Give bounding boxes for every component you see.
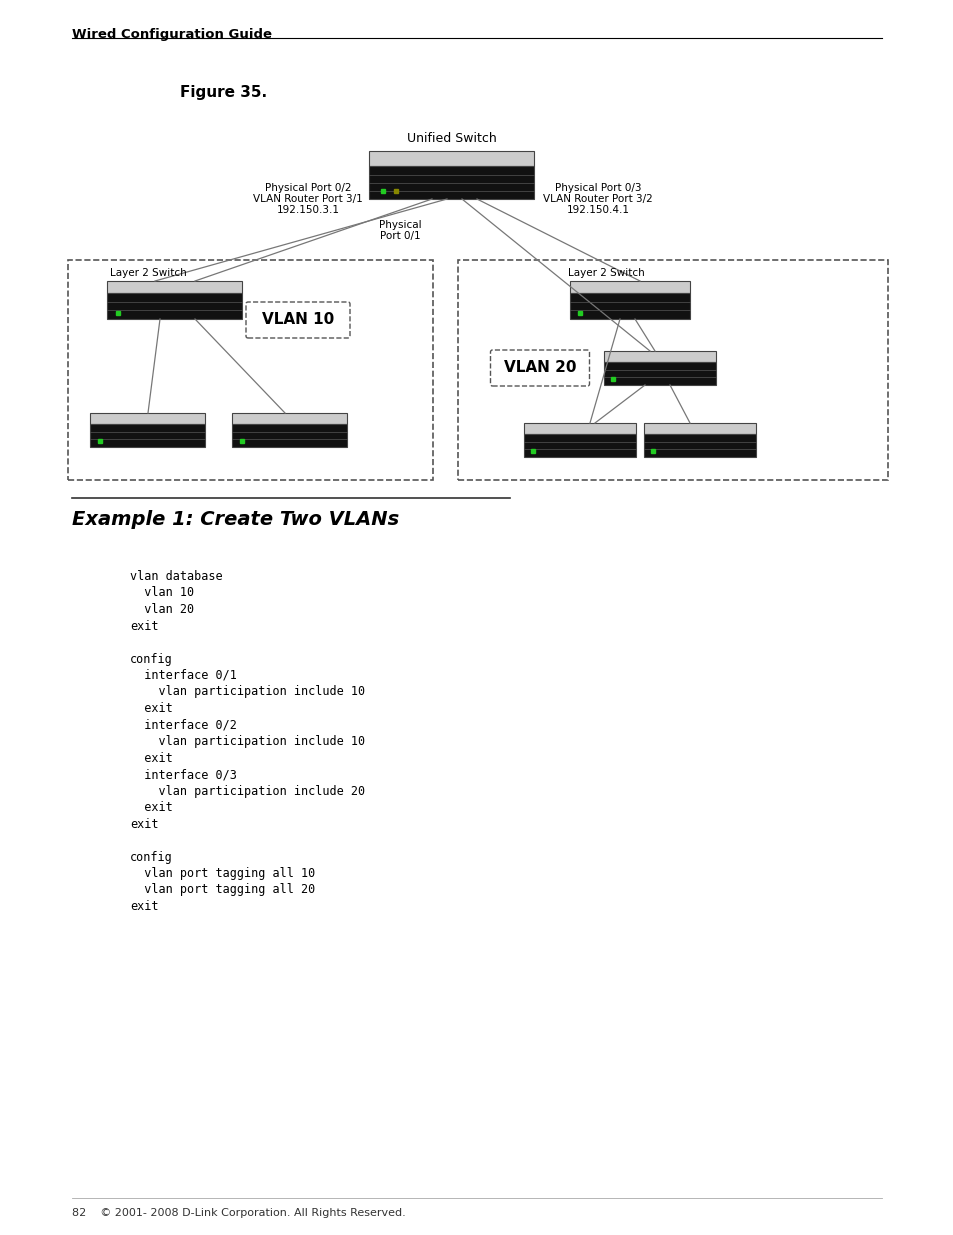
- Text: vlan participation include 10: vlan participation include 10: [130, 685, 365, 699]
- Text: Layer 2 Switch: Layer 2 Switch: [567, 268, 644, 278]
- Text: exit: exit: [130, 802, 172, 814]
- Text: Physical Port 0/3: Physical Port 0/3: [554, 183, 640, 193]
- FancyBboxPatch shape: [246, 303, 350, 338]
- Bar: [603, 351, 716, 362]
- Bar: [643, 433, 755, 457]
- Bar: [569, 293, 689, 319]
- Text: vlan participation include 10: vlan participation include 10: [130, 735, 365, 748]
- Bar: [569, 282, 689, 293]
- Bar: [523, 424, 636, 433]
- Bar: [643, 424, 755, 433]
- Text: exit: exit: [130, 818, 158, 830]
- Bar: [369, 151, 534, 167]
- Text: VLAN 20: VLAN 20: [503, 361, 576, 375]
- Text: Figure 35.: Figure 35.: [180, 85, 267, 100]
- Text: interface 0/3: interface 0/3: [130, 768, 236, 781]
- Text: Physical: Physical: [378, 220, 421, 230]
- Text: exit: exit: [130, 900, 158, 913]
- Bar: [91, 412, 205, 424]
- Text: vlan 20: vlan 20: [130, 603, 193, 616]
- Text: exit: exit: [130, 620, 158, 632]
- Text: interface 0/2: interface 0/2: [130, 719, 236, 731]
- Text: VLAN Router Port 3/2: VLAN Router Port 3/2: [542, 194, 652, 204]
- Bar: [68, 261, 433, 480]
- Text: config: config: [130, 652, 172, 666]
- Text: vlan database: vlan database: [130, 571, 222, 583]
- Text: vlan port tagging all 10: vlan port tagging all 10: [130, 867, 314, 881]
- Text: vlan 10: vlan 10: [130, 587, 193, 599]
- Text: 192.150.3.1: 192.150.3.1: [276, 205, 339, 215]
- Text: Port 0/1: Port 0/1: [379, 231, 420, 241]
- Text: config: config: [130, 851, 172, 863]
- Text: 82    © 2001- 2008 D-Link Corporation. All Rights Reserved.: 82 © 2001- 2008 D-Link Corporation. All …: [71, 1208, 405, 1218]
- Bar: [233, 412, 347, 424]
- Bar: [108, 282, 242, 293]
- Bar: [457, 261, 887, 480]
- Text: Unified Switch: Unified Switch: [407, 132, 497, 144]
- Text: Layer 2 Switch: Layer 2 Switch: [110, 268, 187, 278]
- Text: VLAN 10: VLAN 10: [262, 312, 334, 327]
- Text: Physical Port 0/2: Physical Port 0/2: [265, 183, 351, 193]
- Bar: [603, 362, 716, 385]
- Text: vlan participation include 20: vlan participation include 20: [130, 784, 365, 798]
- Bar: [91, 424, 205, 447]
- Bar: [523, 433, 636, 457]
- Text: Example 1: Create Two VLANs: Example 1: Create Two VLANs: [71, 510, 399, 529]
- Bar: [369, 167, 534, 199]
- Bar: [108, 293, 242, 319]
- Bar: [233, 424, 347, 447]
- Text: Wired Configuration Guide: Wired Configuration Guide: [71, 28, 272, 41]
- Text: interface 0/1: interface 0/1: [130, 669, 236, 682]
- Text: 192.150.4.1: 192.150.4.1: [566, 205, 629, 215]
- Text: exit: exit: [130, 752, 172, 764]
- Text: VLAN Router Port 3/1: VLAN Router Port 3/1: [253, 194, 362, 204]
- FancyBboxPatch shape: [490, 350, 589, 387]
- Text: vlan port tagging all 20: vlan port tagging all 20: [130, 883, 314, 897]
- Text: exit: exit: [130, 701, 172, 715]
